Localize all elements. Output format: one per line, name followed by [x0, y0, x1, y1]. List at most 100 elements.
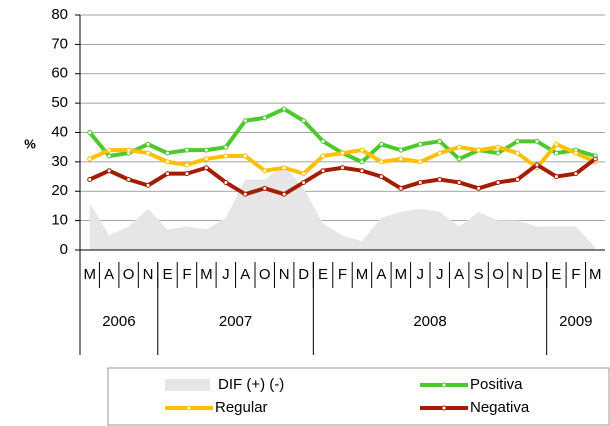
x-tick-label: D [298, 266, 309, 283]
marker [476, 185, 482, 191]
marker [398, 185, 404, 191]
marker [495, 150, 501, 156]
x-tick-label: F [338, 266, 347, 283]
marker [398, 156, 404, 162]
marker [417, 141, 423, 147]
marker [281, 106, 287, 112]
marker [378, 141, 384, 147]
marker [417, 179, 423, 185]
marker [106, 147, 112, 153]
marker [165, 171, 170, 177]
x-tick-label: J [436, 266, 444, 283]
x-tick-label: J [417, 266, 425, 283]
x-tick-label: E [162, 266, 172, 283]
marker [398, 147, 404, 153]
marker [223, 153, 229, 159]
x-tick-label: D [532, 266, 543, 283]
marker [145, 182, 151, 188]
marker [378, 174, 384, 180]
x-tick-label: E [318, 266, 328, 283]
group-label: 2008 [413, 313, 446, 330]
marker [242, 191, 248, 197]
marker [87, 130, 93, 135]
marker [242, 153, 248, 159]
marker [456, 156, 462, 162]
y-tick-label: 30 [51, 153, 68, 170]
x-tick-label: A [104, 266, 114, 283]
y-tick-label: 60 [51, 65, 68, 82]
marker [456, 144, 462, 150]
marker [515, 150, 520, 156]
marker [320, 168, 326, 174]
line [88, 157, 597, 197]
x-tick-label: M [200, 266, 213, 283]
marker [165, 150, 170, 156]
marker [359, 147, 365, 153]
marker [203, 156, 209, 162]
group-label: 2007 [219, 313, 252, 330]
legend-marker [441, 382, 447, 388]
marker [301, 118, 307, 124]
marker [515, 177, 520, 182]
y-tick-label: 50 [51, 94, 68, 111]
y-tick-label: 80 [51, 6, 68, 23]
x-tick-label: A [240, 266, 250, 283]
x-tick-label: E [551, 266, 561, 283]
area [89, 164, 596, 250]
legend-box [107, 367, 610, 426]
marker [592, 156, 598, 162]
y-axis-label: % [24, 136, 36, 151]
marker [495, 144, 501, 150]
legend-marker [186, 405, 192, 411]
marker [281, 191, 287, 197]
x-tick-label: F [571, 266, 580, 283]
y-tick-label: 40 [51, 123, 68, 140]
legend-label: DIF (+) (-) [218, 376, 284, 393]
marker [553, 150, 559, 156]
marker [340, 165, 345, 171]
marker [417, 159, 423, 165]
marker [145, 141, 151, 147]
x-tick-label: J [222, 266, 230, 283]
x-tick-label: M [83, 266, 96, 283]
x-tick-label: O [259, 266, 271, 283]
x-tick-label: N [143, 266, 154, 283]
marker [223, 144, 229, 150]
marker [553, 141, 559, 147]
marker [184, 162, 190, 168]
marker [301, 179, 307, 185]
marker [476, 147, 482, 153]
y-tick-label: 70 [51, 35, 68, 52]
marker [145, 150, 151, 156]
marker [262, 185, 268, 191]
marker [106, 168, 112, 174]
marker [203, 165, 209, 171]
x-tick-label: O [123, 266, 135, 283]
marker [437, 138, 443, 144]
legend-swatch [165, 379, 210, 391]
x-tick-label: S [474, 266, 484, 283]
x-tick-label: F [182, 266, 191, 283]
y-tick-label: 10 [51, 212, 68, 229]
legend-label: Regular [215, 399, 268, 416]
marker [553, 174, 559, 180]
marker [301, 171, 307, 177]
marker [534, 162, 540, 168]
marker [495, 179, 501, 185]
x-tick-label: M [395, 266, 408, 283]
marker [87, 156, 93, 162]
marker [165, 159, 170, 165]
group-label: 2006 [102, 313, 135, 330]
marker [262, 168, 268, 174]
marker [437, 150, 443, 156]
legend-label: Positiva [470, 376, 523, 393]
marker [320, 153, 326, 159]
x-tick-label: M [356, 266, 369, 283]
marker [340, 150, 345, 156]
marker [242, 118, 248, 124]
x-tick-label: N [512, 266, 523, 283]
marker [534, 138, 540, 144]
marker [262, 115, 268, 121]
marker [223, 179, 229, 185]
